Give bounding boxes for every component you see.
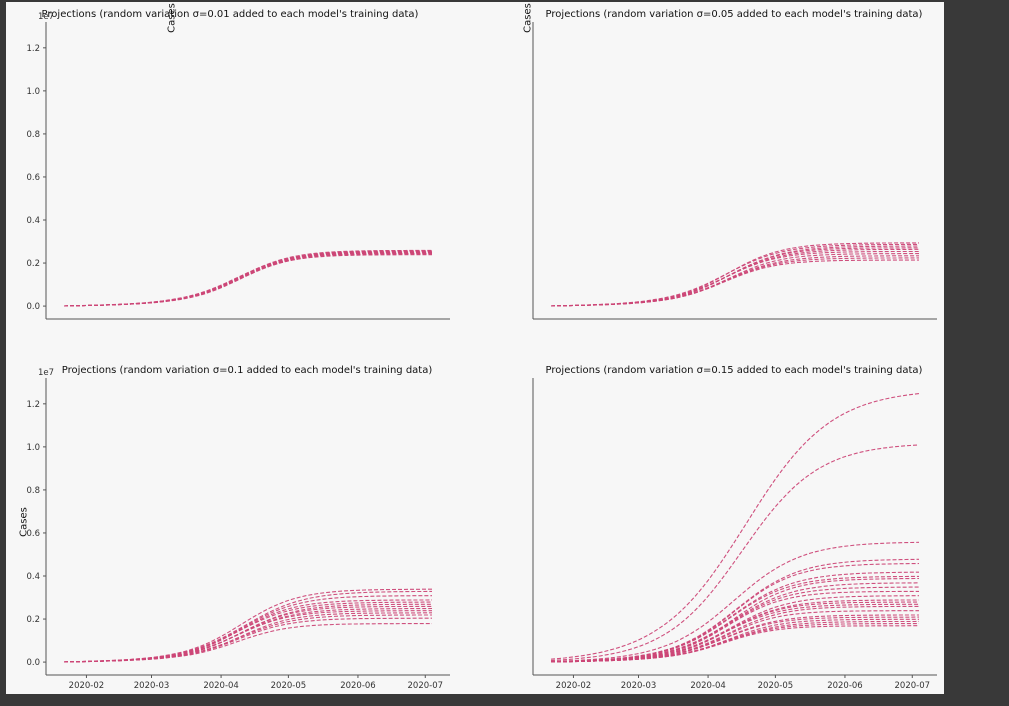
series-line: [550, 623, 919, 663]
x-tick-label: 2020-03: [621, 681, 657, 691]
chart-title: Projections (random variation σ=0.05 add…: [546, 9, 923, 20]
y-tick-label: 0.4: [26, 572, 40, 582]
y-tick-label: 0.2: [26, 615, 40, 625]
y-offset-label: 1e7: [38, 12, 54, 22]
y-tick-label: 0.8: [26, 130, 40, 140]
series-line: [63, 250, 432, 307]
series-line: [63, 252, 432, 307]
y-tick-label: 0.0: [26, 302, 40, 312]
series-line: [550, 253, 919, 307]
y-tick-label: 1.0: [26, 443, 40, 453]
y-tick-label: 0.4: [26, 216, 40, 226]
series-line: [63, 252, 432, 307]
series-line: [550, 259, 919, 307]
x-tick-label: 2020-05: [758, 681, 794, 691]
x-tick-label: 2020-07: [895, 681, 931, 691]
figure: Projections (random variation σ=0.01 add…: [6, 2, 944, 694]
y-tick-label: 0.0: [26, 658, 40, 668]
x-tick-label: 2020-03: [134, 681, 170, 691]
chart-title: Projections (random variation σ=0.1 adde…: [62, 365, 433, 376]
series-line: [63, 588, 432, 663]
series-line: [63, 253, 433, 307]
x-tick-label: 2020-02: [69, 681, 105, 691]
y-tick-label: 0.2: [26, 259, 40, 269]
chart-panel-4: Projections (random variation σ=0.15 add…: [19, 365, 937, 691]
series-line: [550, 618, 919, 663]
series-line: [63, 617, 432, 663]
series-line: [63, 250, 432, 307]
x-tick-label: 2020-07: [408, 681, 444, 691]
series-line: [63, 251, 432, 307]
x-tick-label: 2020-04: [203, 681, 239, 691]
x-tick-label: 2020-02: [556, 681, 592, 691]
series-line: [63, 251, 432, 307]
y-axis-label: Cases: [523, 3, 534, 33]
x-tick-label: 2020-06: [340, 681, 376, 691]
series-line: [550, 562, 920, 663]
series-line: [550, 582, 920, 663]
series-line: [550, 257, 919, 307]
y-tick-label: 0.6: [26, 173, 40, 183]
chart-panel-2: Projections (random variation σ=0.05 add…: [532, 9, 937, 320]
y-tick-label: 0.8: [26, 486, 40, 496]
series-line: [550, 393, 920, 660]
series-line: [63, 254, 432, 307]
chart-panel-3: Projections (random variation σ=0.1 adde…: [26, 3, 533, 691]
y-tick-label: 1.2: [26, 400, 40, 410]
x-tick-label: 2020-06: [827, 681, 863, 691]
series-line: [550, 541, 920, 663]
y-axis-label: Cases: [167, 3, 178, 33]
y-tick-label: 1.2: [26, 44, 40, 54]
chart-title: Projections (random variation σ=0.01 add…: [42, 9, 419, 20]
x-tick-label: 2020-05: [271, 681, 307, 691]
chart-panel-1: Projections (random variation σ=0.01 add…: [26, 3, 450, 320]
y-tick-label: 1.0: [26, 87, 40, 97]
series-line: [550, 250, 919, 307]
series-line: [550, 242, 919, 307]
y-offset-label: 1e7: [38, 368, 54, 378]
chart-title: Projections (random variation σ=0.15 add…: [546, 365, 923, 376]
y-axis-label: Cases: [19, 507, 30, 537]
figure-canvas: Projections (random variation σ=0.01 add…: [19, 3, 937, 691]
series-line: [550, 595, 919, 663]
x-tick-label: 2020-04: [690, 681, 726, 691]
series-line: [63, 249, 432, 307]
series-line: [550, 255, 919, 307]
y-tick-label: 0.6: [26, 529, 40, 539]
series-line: [550, 558, 920, 663]
series-line: [63, 251, 432, 307]
series-line: [550, 444, 920, 662]
